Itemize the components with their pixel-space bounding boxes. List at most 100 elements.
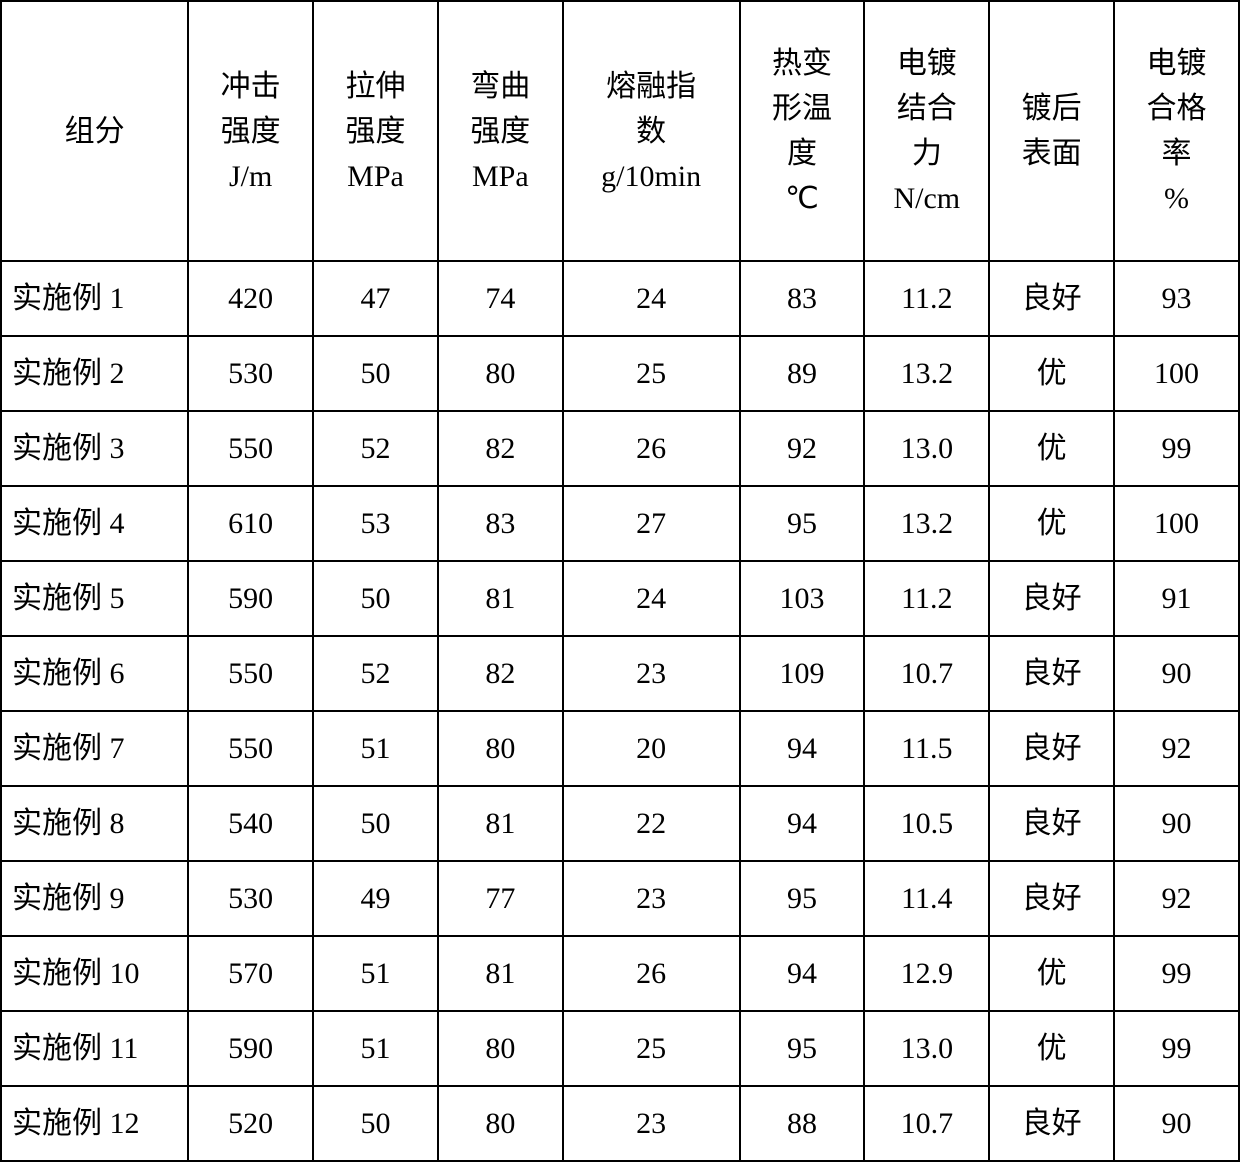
- table-cell: 27: [563, 486, 740, 561]
- table-cell: 优: [989, 336, 1114, 411]
- col-header-label: 结合: [869, 86, 984, 131]
- table-cell: 52: [313, 411, 438, 486]
- table-cell: 13.0: [864, 1011, 989, 1086]
- table-cell: 50: [313, 336, 438, 411]
- col-header-label: MPa: [318, 154, 433, 199]
- table-cell: 83: [438, 486, 563, 561]
- col-header-label: MPa: [443, 154, 558, 199]
- col-header-label: 率: [1119, 131, 1234, 176]
- table-cell: 90: [1114, 1086, 1239, 1161]
- table-cell: 25: [563, 336, 740, 411]
- table-cell: 82: [438, 411, 563, 486]
- table-row: 实施例 559050812410311.2良好91: [1, 561, 1239, 636]
- table-cell: 实施例 7: [1, 711, 188, 786]
- col-header-label: 镀后: [994, 86, 1109, 131]
- table-cell: 49: [313, 861, 438, 936]
- table-cell: 良好: [989, 1086, 1114, 1161]
- table-cell: 92: [1114, 711, 1239, 786]
- table-cell: 540: [188, 786, 313, 861]
- table-cell: 10.7: [864, 636, 989, 711]
- table-cell: 81: [438, 786, 563, 861]
- table-cell: 实施例 1: [1, 261, 188, 336]
- col-header-label: 电镀: [1119, 41, 1234, 86]
- table-cell: 82: [438, 636, 563, 711]
- table-cell: 590: [188, 1011, 313, 1086]
- table-cell: 良好: [989, 561, 1114, 636]
- table-cell: 103: [740, 561, 865, 636]
- table-cell: 22: [563, 786, 740, 861]
- table-row: 实施例 85405081229410.5良好90: [1, 786, 1239, 861]
- table-cell: 24: [563, 261, 740, 336]
- table-cell: 实施例 12: [1, 1086, 188, 1161]
- table-cell: 109: [740, 636, 865, 711]
- table-cell: 420: [188, 261, 313, 336]
- table-cell: 81: [438, 561, 563, 636]
- col-header-label: 熔融指: [568, 64, 735, 109]
- table-cell: 570: [188, 936, 313, 1011]
- table-cell: 91: [1114, 561, 1239, 636]
- table-cell: 13.0: [864, 411, 989, 486]
- table-cell: 92: [1114, 861, 1239, 936]
- table-cell: 实施例 9: [1, 861, 188, 936]
- table-cell: 25: [563, 1011, 740, 1086]
- col-header-label: 强度: [318, 109, 433, 154]
- table-cell: 47: [313, 261, 438, 336]
- table-cell: 81: [438, 936, 563, 1011]
- table-cell: 94: [740, 786, 865, 861]
- table-cell: 11.5: [864, 711, 989, 786]
- data-table: 组分 冲击 强度 J/m 拉伸 强度 MPa 弯曲 强度 MPa 熔融指 数 g…: [0, 0, 1240, 1162]
- col-header-label: 强度: [443, 109, 558, 154]
- table-cell: 10.7: [864, 1086, 989, 1161]
- col-header-tensile: 拉伸 强度 MPa: [313, 1, 438, 261]
- table-cell: 51: [313, 711, 438, 786]
- table-row: 实施例 655052822310910.7良好90: [1, 636, 1239, 711]
- col-header-label: 形温: [745, 86, 860, 131]
- table-header-row: 组分 冲击 强度 J/m 拉伸 强度 MPa 弯曲 强度 MPa 熔融指 数 g…: [1, 1, 1239, 261]
- table-cell: 80: [438, 1086, 563, 1161]
- table-cell: 11.2: [864, 561, 989, 636]
- table-cell: 52: [313, 636, 438, 711]
- col-header-label: 弯曲: [443, 64, 558, 109]
- table-cell: 23: [563, 636, 740, 711]
- table-cell: 100: [1114, 336, 1239, 411]
- table-row: 实施例 105705181269412.9优99: [1, 936, 1239, 1011]
- col-header-pass: 电镀 合格 率 %: [1114, 1, 1239, 261]
- table-cell: 550: [188, 711, 313, 786]
- table-cell: 13.2: [864, 486, 989, 561]
- table-cell: 23: [563, 861, 740, 936]
- table-cell: 优: [989, 411, 1114, 486]
- col-header-label: 合格: [1119, 86, 1234, 131]
- table-cell: 80: [438, 336, 563, 411]
- table-cell: 良好: [989, 786, 1114, 861]
- table-cell: 实施例 8: [1, 786, 188, 861]
- col-header-plating-adh: 电镀 结合 力 N/cm: [864, 1, 989, 261]
- table-cell: 11.2: [864, 261, 989, 336]
- table-cell: 良好: [989, 636, 1114, 711]
- table-cell: 80: [438, 711, 563, 786]
- table-row: 实施例 95304977239511.4良好92: [1, 861, 1239, 936]
- col-header-label: ℃: [745, 176, 860, 221]
- table-cell: 24: [563, 561, 740, 636]
- col-header-label: 热变: [745, 41, 860, 86]
- table-cell: 89: [740, 336, 865, 411]
- table-cell: 51: [313, 936, 438, 1011]
- col-header-group: 组分: [1, 1, 188, 261]
- table-cell: 实施例 3: [1, 411, 188, 486]
- table-cell: 20: [563, 711, 740, 786]
- table-cell: 99: [1114, 411, 1239, 486]
- table-cell: 550: [188, 411, 313, 486]
- col-header-label: 电镀: [869, 41, 984, 86]
- table-cell: 12.9: [864, 936, 989, 1011]
- col-header-label: 冲击: [193, 64, 308, 109]
- col-header-label: 强度: [193, 109, 308, 154]
- col-header-label: g/10min: [568, 154, 735, 199]
- table-cell: 良好: [989, 261, 1114, 336]
- table-cell: 95: [740, 1011, 865, 1086]
- table-cell: 95: [740, 486, 865, 561]
- table-row: 实施例 115905180259513.0优99: [1, 1011, 1239, 1086]
- table-cell: 良好: [989, 711, 1114, 786]
- table-cell: 80: [438, 1011, 563, 1086]
- table-cell: 92: [740, 411, 865, 486]
- table-row: 实施例 46105383279513.2优100: [1, 486, 1239, 561]
- table-cell: 26: [563, 936, 740, 1011]
